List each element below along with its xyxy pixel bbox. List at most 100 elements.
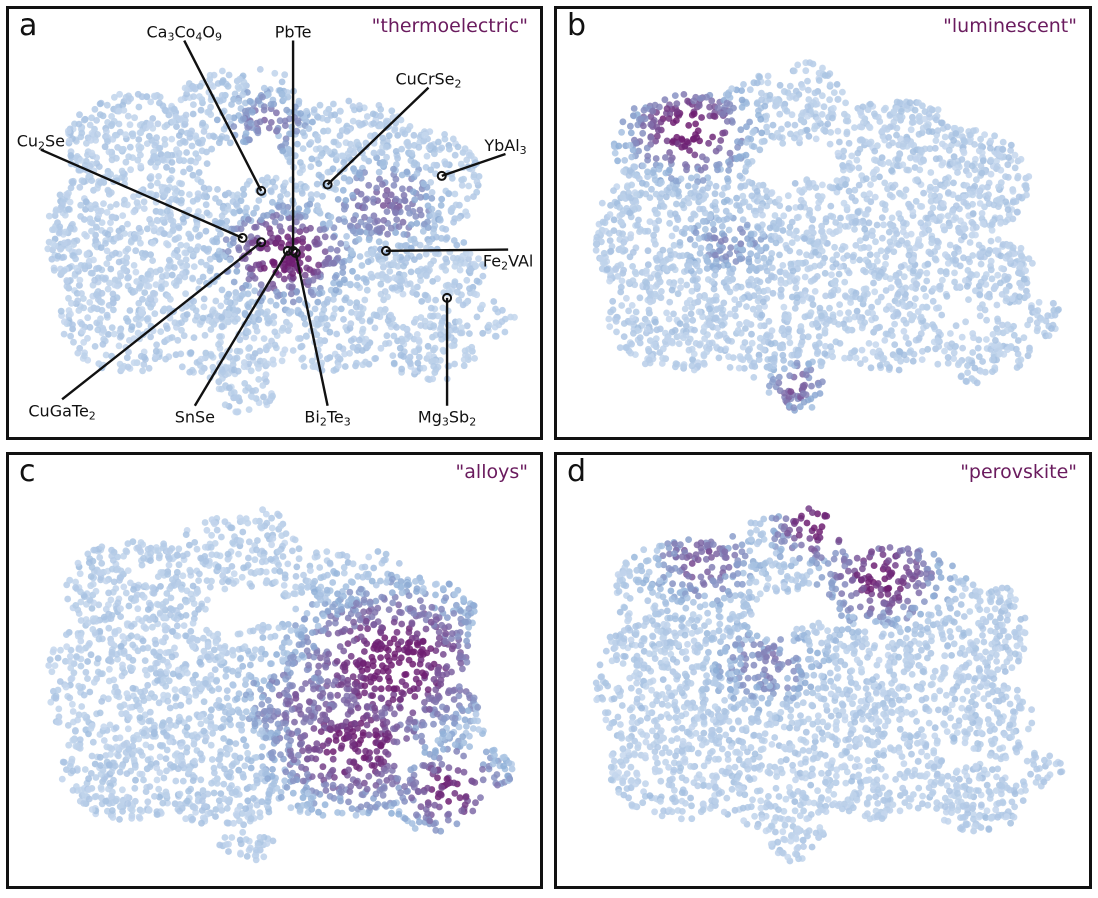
data-point [271,341,279,349]
data-point [356,169,364,177]
data-point [222,223,230,231]
data-point [914,308,922,315]
data-point [997,220,1004,227]
data-point [371,324,379,332]
data-point [58,269,66,277]
data-point [836,309,844,317]
data-point [63,283,71,290]
data-point [339,263,347,271]
data-point [852,242,860,249]
data-point [212,195,219,202]
data-point [958,333,966,341]
data-point [627,194,635,202]
data-point [619,118,627,126]
data-point [78,290,85,297]
data-point [153,341,161,349]
data-point [466,285,473,292]
data-point [88,149,96,157]
data-point [197,355,205,363]
data-point [316,145,324,152]
data-point [354,274,361,281]
data-point [878,214,886,222]
data-point [976,312,984,320]
data-point [885,228,893,236]
data-point [442,266,450,274]
data-point [741,339,749,346]
data-point [932,256,940,264]
data-point [861,319,868,326]
panel-letter: a [19,8,38,43]
data-point [230,209,238,217]
data-point [796,259,804,267]
data-point [745,178,753,186]
data-point [392,229,399,237]
data-point [147,182,155,190]
data-point [378,258,386,266]
data-point [188,142,196,150]
data-point [262,371,270,378]
data-point [718,223,726,230]
data-point [350,216,358,224]
data-point [223,317,231,324]
data-point [950,355,957,362]
data-point [956,283,964,290]
data-point [255,197,263,204]
data-point [625,307,632,315]
data-point [708,339,716,347]
data-point [686,147,693,154]
data-point [748,339,756,347]
data-point [311,305,319,313]
data-point [194,233,202,240]
data-point [57,246,64,253]
data-point [370,120,377,127]
data-point [776,387,784,395]
data-point [305,255,312,263]
data-point [492,319,500,327]
data-point [735,153,743,161]
data-point [936,283,943,290]
data-point [213,238,221,246]
data-point [152,268,160,276]
data-point [871,147,879,155]
data-point [86,121,94,129]
data-point [824,120,832,128]
data-point [248,298,256,306]
data-point [173,123,180,130]
data-point [740,81,747,88]
data-point [479,272,487,280]
data-point [208,319,216,326]
data-point [861,225,869,233]
data-point [1009,244,1017,252]
data-point [470,193,477,201]
data-point [720,198,728,206]
data-point [293,218,300,226]
data-point [80,338,88,346]
data-point [893,131,900,139]
data-point [411,196,419,204]
data-point [458,182,466,189]
data-point [203,261,210,269]
data-point [845,214,853,221]
data-point [646,218,654,226]
data-point [437,331,444,339]
data-point [967,270,975,278]
data-point [702,225,709,233]
data-point [391,274,398,282]
data-point [639,129,647,137]
data-point [245,406,253,413]
data-point [784,121,792,128]
data-point [774,97,781,105]
data-point [122,131,129,139]
data-point [404,204,412,212]
data-point [200,193,208,200]
data-point [463,276,471,284]
point-cloud [44,66,518,416]
data-point [363,286,371,294]
data-point [822,320,830,328]
data-point [125,153,133,161]
data-point [361,296,369,304]
data-point [983,292,991,300]
data-point [670,310,677,318]
data-point [990,342,998,349]
data-point [708,97,716,105]
